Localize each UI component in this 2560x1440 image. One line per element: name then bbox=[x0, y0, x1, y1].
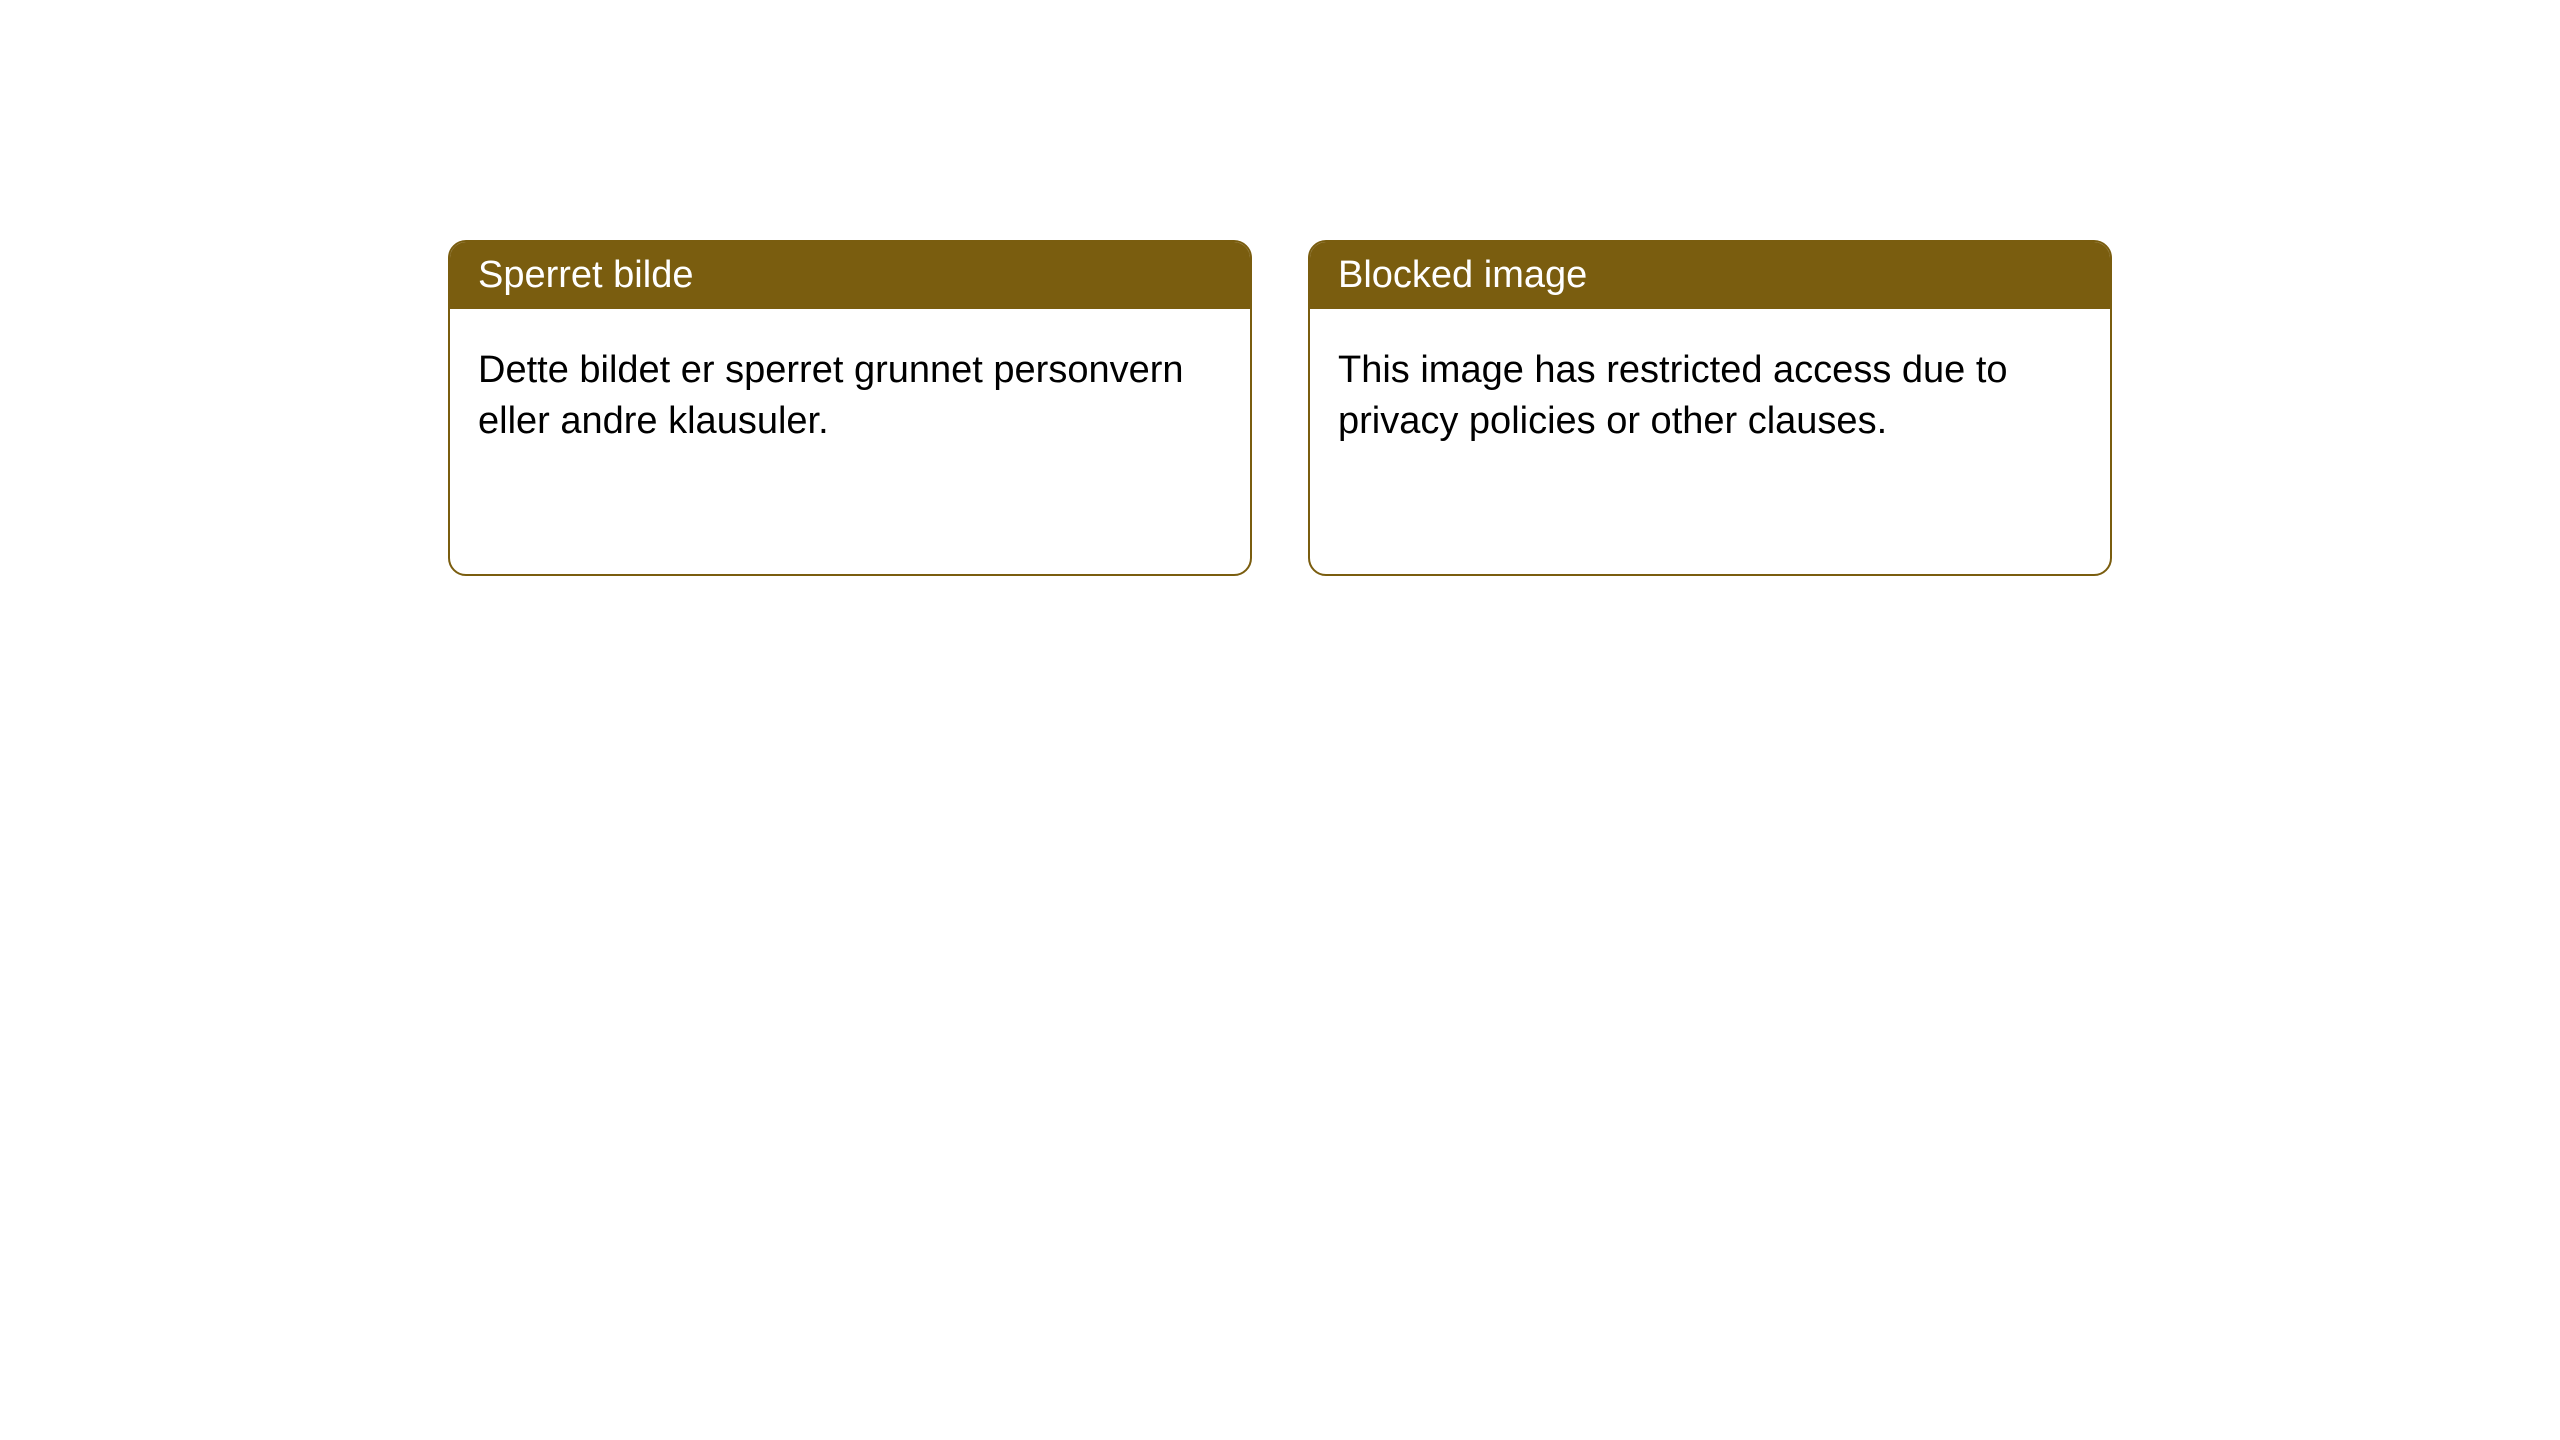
card-text-en: This image has restricted access due to … bbox=[1338, 349, 2008, 442]
notice-container: Sperret bilde Dette bildet er sperret gr… bbox=[0, 0, 2560, 576]
card-header-en: Blocked image bbox=[1310, 242, 2110, 309]
blocked-image-card-no: Sperret bilde Dette bildet er sperret gr… bbox=[448, 240, 1252, 576]
blocked-image-card-en: Blocked image This image has restricted … bbox=[1308, 240, 2112, 576]
card-header-no: Sperret bilde bbox=[450, 242, 1250, 309]
card-title-no: Sperret bilde bbox=[478, 254, 693, 296]
card-body-no: Dette bildet er sperret grunnet personve… bbox=[450, 309, 1250, 484]
card-body-en: This image has restricted access due to … bbox=[1310, 309, 2110, 484]
card-text-no: Dette bildet er sperret grunnet personve… bbox=[478, 349, 1184, 442]
card-title-en: Blocked image bbox=[1338, 254, 1587, 296]
